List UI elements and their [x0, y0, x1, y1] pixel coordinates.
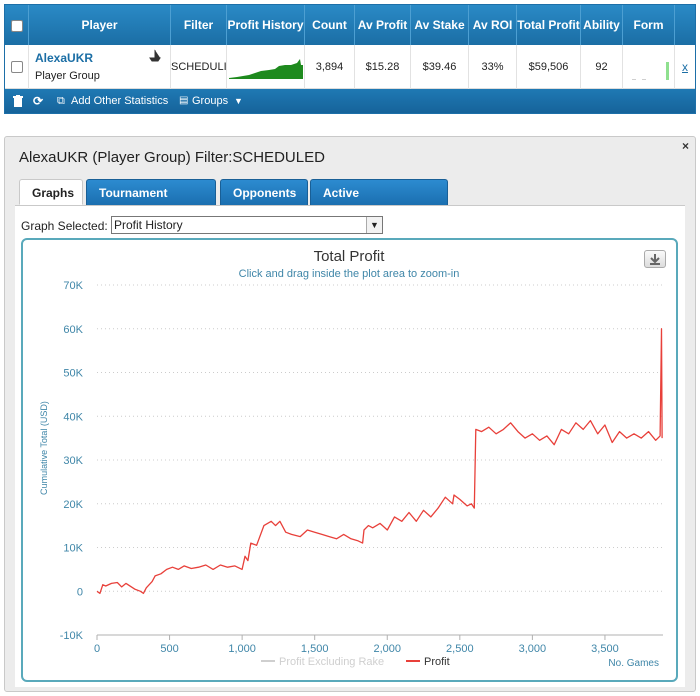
remove-row-link[interactable]: x: [682, 60, 688, 74]
col-header-filter[interactable]: Filter: [171, 5, 227, 45]
profit-history-cell: [227, 45, 305, 89]
y-tick-label: 20K: [63, 499, 83, 511]
count-cell: 3,894: [305, 45, 355, 89]
y-tick-label: 60K: [63, 324, 83, 336]
x-tick-label: 3,000: [519, 643, 547, 655]
chart-title: Total Profit: [314, 248, 386, 265]
player-cell: AlexaUKR Player Group: [29, 45, 171, 89]
av-stake-cell: $39.46: [411, 45, 469, 89]
chevron-down-icon[interactable]: ▼: [366, 217, 382, 233]
stats-header-row: Player Filter Profit History Count Av Pr…: [5, 5, 695, 45]
av-roi-cell: 33%: [469, 45, 517, 89]
filter-cell: SCHEDULI: [171, 45, 227, 89]
table-row: AlexaUKR Player Group SCHEDULI 3,894 $15…: [5, 45, 695, 89]
graphs-tab-content: Graph Selected: Profit History ▼ Total P…: [15, 205, 685, 687]
select-all-cell: [5, 5, 29, 45]
download-button[interactable]: [644, 250, 666, 268]
x-tick-label: 2,000: [373, 643, 401, 655]
y-tick-label: 10K: [63, 543, 83, 555]
y-tick-label: 50K: [63, 368, 83, 380]
tab-tournament-history[interactable]: Tournament History: [86, 179, 216, 226]
col-header-count[interactable]: Count: [305, 5, 355, 45]
grid-lines: [97, 284, 663, 636]
form-cell: [623, 45, 675, 89]
y-tick-label: -10K: [60, 630, 84, 642]
col-header-player[interactable]: Player: [29, 5, 171, 45]
x-tick-label: 500: [160, 643, 178, 655]
player-detail-panel: AlexaUKR (Player Group) Filter:SCHEDULED…: [4, 136, 696, 692]
stats-toolbar: ⟳ ⧉ Add Other Statistics ▤ Groups ▼: [5, 89, 695, 113]
graph-select[interactable]: Profit History ▼: [111, 216, 383, 234]
chevron-down-icon[interactable]: ▼: [234, 96, 243, 106]
col-header-total-profit[interactable]: Total Profit: [517, 5, 581, 45]
legend-item-excl-rake[interactable]: Profit Excluding Rake: [279, 656, 384, 668]
profit-chart[interactable]: Total Profit Click and drag inside the p…: [23, 240, 676, 680]
col-header-av-roi[interactable]: Av ROI: [469, 5, 517, 45]
player-type-label: Player Group: [35, 70, 100, 82]
x-tick-label: 1,000: [228, 643, 256, 655]
series-lines: [96, 328, 663, 595]
add-stats-icon: ⧉: [57, 95, 65, 107]
add-other-statistics-button[interactable]: Add Other Statistics: [71, 95, 169, 107]
groups-icon: ▤: [179, 95, 189, 106]
col-header-av-profit[interactable]: Av Profit: [355, 5, 411, 45]
col-header-remove: [675, 5, 695, 45]
y-axis-label: Cumulative Total (USD): [39, 401, 49, 495]
x-axis-label: No. Games: [608, 658, 659, 669]
row-select-cell: [5, 45, 29, 89]
close-icon[interactable]: ×: [681, 139, 689, 153]
profit-sparkline[interactable]: [229, 59, 303, 79]
x-tick-label: 0: [94, 643, 100, 655]
chart-subtitle: Click and drag inside the plot area to z…: [239, 268, 460, 280]
stats-table: Player Filter Profit History Count Av Pr…: [4, 4, 696, 114]
y-tick-label: 30K: [63, 455, 83, 467]
legend-item-profit[interactable]: Profit: [424, 656, 450, 668]
y-tick-label: 40K: [63, 411, 83, 423]
av-profit-cell: $15.28: [355, 45, 411, 89]
player-name-link[interactable]: AlexaUKR: [35, 51, 94, 65]
x-tick-label: 2,500: [446, 643, 474, 655]
trash-icon[interactable]: [13, 95, 23, 107]
row-checkbox[interactable]: [10, 61, 23, 74]
series-line-1[interactable]: [96, 328, 663, 595]
groups-dropdown[interactable]: Groups: [192, 95, 229, 107]
legend: Profit Excluding Rake Profit: [261, 656, 450, 668]
ability-cell: 92: [581, 45, 623, 89]
refresh-icon[interactable]: ⟳: [33, 94, 44, 108]
remove-cell: x: [675, 45, 695, 89]
y-tick-label: 0: [77, 586, 83, 598]
y-tick-labels: -10K 0 10K 20K 30K 40K 50K 60K 70K: [60, 280, 84, 642]
total-profit-cell: $59,506: [517, 45, 581, 89]
tab-graphs[interactable]: Graphs: [19, 179, 83, 205]
y-tick-label: 70K: [63, 280, 83, 292]
col-header-profit-history[interactable]: Profit History: [227, 5, 305, 45]
form-indicator: [632, 62, 669, 80]
panel-title: AlexaUKR (Player Group) Filter:SCHEDULED: [19, 149, 325, 166]
download-icon: [650, 254, 660, 265]
x-tick-label: 1,500: [301, 643, 329, 655]
ship-icon: [149, 49, 161, 62]
tab-active-tournaments[interactable]: Active Tournaments: [310, 179, 448, 226]
chart-frame: Total Profit Click and drag inside the p…: [21, 238, 678, 682]
col-header-form[interactable]: Form: [623, 5, 675, 45]
graph-select-value: Profit History: [114, 218, 183, 232]
select-all-checkbox[interactable]: [10, 19, 23, 32]
col-header-av-stake[interactable]: Av Stake: [411, 5, 469, 45]
tab-opponents[interactable]: Opponents: [220, 179, 308, 205]
graph-selected-label: Graph Selected:: [21, 219, 108, 233]
col-header-ability[interactable]: Ability: [581, 5, 623, 45]
x-tick-labels: 0 500 1,000 1,500 2,000 2,500 3,000 3,500: [94, 635, 619, 655]
x-tick-label: 3,500: [591, 643, 619, 655]
